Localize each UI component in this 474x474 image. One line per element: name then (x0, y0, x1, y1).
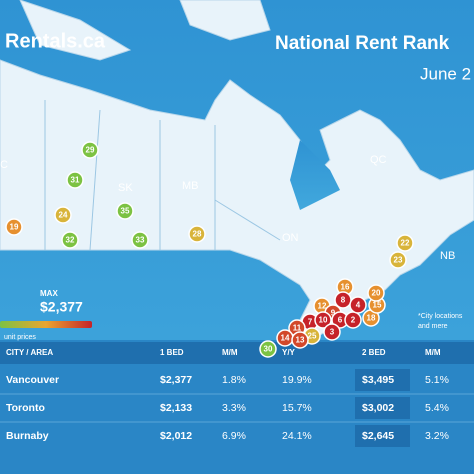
marker-label: 9 (331, 309, 336, 318)
legend-caption: unit prices (4, 334, 36, 341)
province-borders (44, 100, 281, 251)
marker-label: 32 (66, 236, 75, 245)
marker (66, 171, 84, 189)
table-header: M/M (425, 348, 441, 357)
marker-label: 4 (356, 301, 361, 310)
marker-label: 12 (318, 302, 327, 311)
marker (323, 323, 341, 341)
brand: Rentals.ca (5, 30, 106, 52)
note: *City locations (418, 313, 463, 320)
marker-label: 16 (341, 283, 350, 292)
table-cell: 24.1% (282, 430, 312, 442)
marker-label: 24 (59, 211, 68, 220)
marker-label: 35 (121, 207, 130, 216)
marker (314, 311, 332, 329)
table-cell: $2,377 (160, 374, 192, 386)
marker-label: 15 (373, 301, 382, 310)
marker-label: 14 (281, 334, 290, 343)
table-cell: 3.3% (222, 402, 246, 414)
legend-gradient (0, 321, 92, 328)
table-cell: 3.2% (425, 430, 449, 442)
cell-highlight (355, 397, 410, 419)
date: June 2 (420, 64, 471, 83)
table-cell: $3,002 (362, 402, 394, 414)
table-cell: $2,133 (160, 402, 192, 414)
marker (291, 331, 309, 349)
table-cell: $2,645 (362, 430, 394, 442)
marker (131, 231, 149, 249)
table-cell: 1.8% (222, 374, 246, 386)
table-cell: $2,012 (160, 430, 192, 442)
title: National Rent Rank (275, 33, 450, 54)
marker-label: 33 (136, 236, 145, 245)
marker (259, 340, 277, 358)
marker (349, 296, 367, 314)
marker (396, 234, 414, 252)
region-label: C (0, 159, 8, 171)
marker-label: 2 (351, 316, 356, 325)
marker-label: 3 (330, 328, 335, 337)
marker (389, 251, 407, 269)
marker (116, 202, 134, 220)
marker (81, 141, 99, 159)
land (0, 0, 474, 346)
marker (188, 225, 206, 243)
marker-label: 31 (71, 176, 80, 185)
table-header: CITY / AREA (6, 348, 53, 357)
table-cell: 6.9% (222, 430, 246, 442)
table-cell: Burnaby (6, 430, 49, 442)
marker (367, 284, 385, 302)
table-header: M/M (222, 348, 238, 357)
marker-label: 11 (293, 324, 302, 333)
table-cell: 15.7% (282, 402, 312, 414)
region-label: MB (182, 180, 199, 192)
table-cell: 19.9% (282, 374, 312, 386)
region-label: NB (440, 250, 455, 262)
marker-label: 10 (319, 316, 328, 325)
marker-label: 13 (296, 336, 305, 345)
cell-highlight (355, 425, 410, 447)
table-cell: $3,495 (362, 374, 394, 386)
marker (5, 218, 23, 236)
table-header: 2 BED (362, 348, 386, 357)
table-header: Y/Y (282, 348, 296, 357)
table-cell: 5.1% (425, 374, 449, 386)
table-cell: Toronto (6, 402, 45, 414)
marker-label: 8 (341, 296, 346, 305)
marker-label: 18 (367, 314, 376, 323)
marker (54, 206, 72, 224)
region-label: QC (370, 154, 387, 166)
legend-max-value: $2,377 (40, 299, 83, 315)
cell-highlight (355, 369, 410, 391)
legend-max-label: MAX (40, 289, 58, 298)
region-label: SK (118, 182, 133, 194)
marker-label: 19 (10, 223, 19, 232)
marker-label: 29 (86, 146, 95, 155)
table-cell: 5.4% (425, 402, 449, 414)
marker (61, 231, 79, 249)
table-header: 1 BED (160, 348, 184, 357)
marker-label: 28 (193, 230, 202, 239)
note: and mere (418, 323, 448, 330)
marker-label: 25 (308, 332, 317, 341)
marker-label: 30 (264, 345, 273, 354)
region-label: ON (282, 232, 299, 244)
marker-label: 6 (338, 316, 343, 325)
table-header-bg (0, 342, 474, 364)
marker-label: 23 (394, 256, 403, 265)
table-cell: Vancouver (6, 374, 59, 386)
marker-label: 20 (372, 289, 381, 298)
marker-label: 22 (401, 239, 410, 248)
marker-label: 7 (308, 318, 313, 327)
